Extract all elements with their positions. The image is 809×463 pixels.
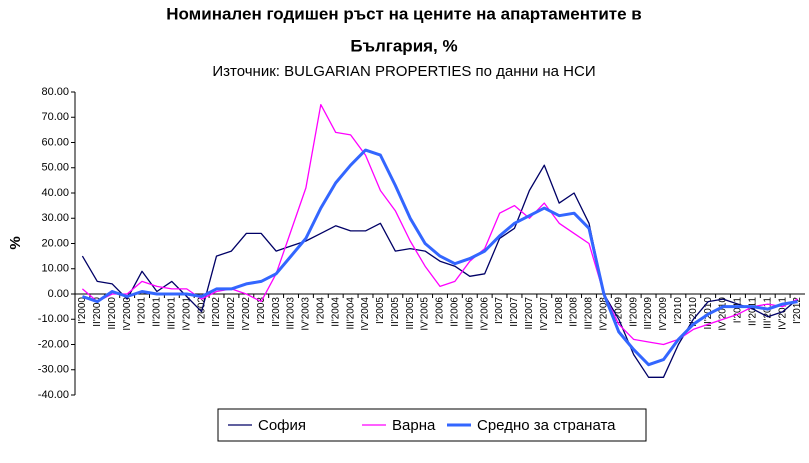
x-tick-label: I'2004 xyxy=(315,297,326,324)
y-tick-label: -10.00 xyxy=(38,313,69,325)
y-axis-label: % xyxy=(7,236,24,249)
x-tick-label: IV'2006 xyxy=(479,297,490,331)
x-tick-label: IV'2005 xyxy=(420,297,431,331)
y-tick-label: -40.00 xyxy=(38,389,69,401)
x-tick-label: III'2008 xyxy=(584,297,595,330)
x-tick-label: III'2011 xyxy=(762,297,773,329)
x-tick-label: II'2001 xyxy=(152,297,163,327)
y-tick-label: 40.00 xyxy=(41,187,69,199)
chart-subtitle: Източник: BULGARIAN PROPERTIES по данни … xyxy=(212,63,595,80)
y-tick-label: -30.00 xyxy=(38,364,69,376)
x-tick-label: I'2005 xyxy=(375,297,386,324)
y-tick-label: 0.00 xyxy=(48,288,69,300)
x-tick-label: II'2004 xyxy=(330,297,341,327)
legend-label: София xyxy=(258,417,306,434)
legend-label: Варна xyxy=(392,417,436,434)
chart-title: Номинален годишен ръст на цените на апар… xyxy=(166,4,642,23)
y-tick-label: 10.00 xyxy=(41,263,69,275)
x-tick-label: I'2012 xyxy=(792,297,803,324)
x-tick-label: IV'2009 xyxy=(658,297,669,331)
legend-box xyxy=(217,408,647,442)
y-tick-label: 50.00 xyxy=(41,162,69,174)
x-tick-label: I'2003 xyxy=(256,297,267,324)
x-tick-label: IV'2000 xyxy=(122,297,133,331)
y-tick-label: 70.00 xyxy=(41,111,69,123)
x-tick-label: III'2000 xyxy=(107,297,118,330)
legend-label: Средно за страната xyxy=(477,417,616,434)
x-tick-label: II'2003 xyxy=(271,297,282,327)
x-tick-label: I'2007 xyxy=(494,297,505,324)
x-tick-label: I'2006 xyxy=(435,297,446,324)
y-tick-label: 60.00 xyxy=(41,136,69,148)
x-tick-label: IV'2003 xyxy=(301,297,312,331)
series-line xyxy=(81,148,798,367)
series-line xyxy=(81,164,799,378)
x-tick-label: II'2005 xyxy=(390,297,401,327)
x-tick-label: II'2011 xyxy=(747,297,758,326)
x-tick-label: III'2004 xyxy=(345,297,356,330)
x-tick-label: I'2000 xyxy=(77,297,88,324)
x-tick-label: IV'2004 xyxy=(360,297,371,331)
x-tick-label: II'2006 xyxy=(450,297,461,327)
y-tick-label: 80.00 xyxy=(41,86,69,98)
x-tick-label: I'2009 xyxy=(613,297,624,324)
x-tick-label: I'2011 xyxy=(733,297,744,324)
x-tick-label: II'2009 xyxy=(628,297,639,327)
chart-title: България, % xyxy=(350,36,457,55)
x-tick-label: IV'2007 xyxy=(539,297,550,331)
x-tick-label: III'2006 xyxy=(464,297,475,330)
x-tick-label: III'2002 xyxy=(226,297,237,330)
x-tick-label: IV'2002 xyxy=(241,297,252,331)
x-tick-label: II'2000 xyxy=(92,297,103,327)
x-tick-label: IV'2011 xyxy=(777,297,788,330)
x-tick-label: IV'2008 xyxy=(599,297,610,331)
x-tick-label: I'2001 xyxy=(137,297,148,324)
x-tick-label: III'2001 xyxy=(166,297,177,330)
x-tick-label: IV'2001 xyxy=(181,297,192,331)
x-tick-label: III'2007 xyxy=(524,297,535,330)
x-tick-label: II'2010 xyxy=(688,297,699,327)
x-tick-label: III'2009 xyxy=(643,297,654,330)
x-tick-label: I'2010 xyxy=(673,297,684,324)
x-tick-label: II'2008 xyxy=(569,297,580,327)
x-tick-label: III'2005 xyxy=(405,297,416,330)
x-tick-label: II'2007 xyxy=(509,297,520,327)
y-tick-label: 30.00 xyxy=(41,212,69,224)
x-tick-label: I'2008 xyxy=(554,297,565,324)
y-tick-label: 20.00 xyxy=(41,237,69,249)
x-tick-label: III'2003 xyxy=(286,297,297,330)
x-tick-label: IV'2010 xyxy=(718,297,729,331)
x-tick-label: II'2002 xyxy=(211,297,222,327)
y-tick-label: -20.00 xyxy=(38,338,69,350)
